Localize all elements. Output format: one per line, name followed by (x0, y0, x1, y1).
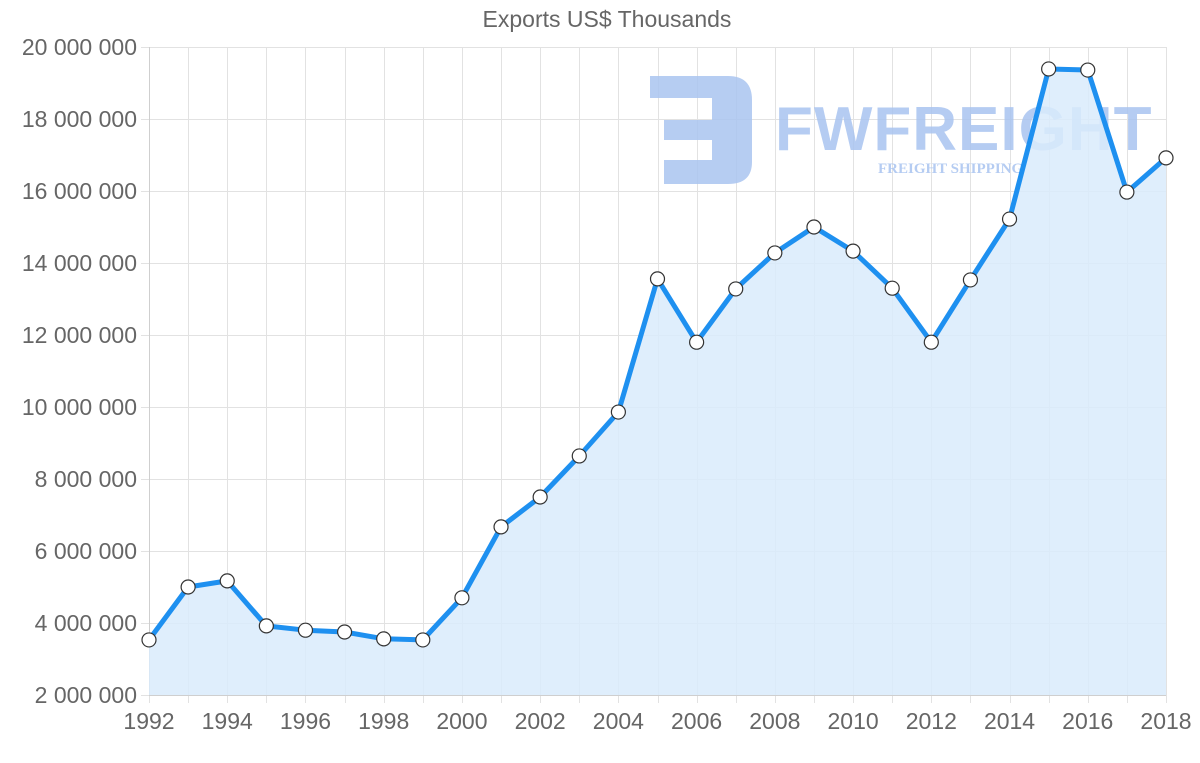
data-point-2004[interactable] (610, 404, 626, 420)
y-tick-label: 6 000 000 (35, 538, 137, 564)
data-point-2005[interactable] (649, 271, 666, 287)
data-points (141, 61, 1174, 648)
data-point-2000[interactable] (454, 590, 470, 606)
y-tick-label: 16 000 000 (22, 178, 137, 204)
data-point-2007[interactable] (728, 281, 744, 297)
x-tick-label: 2018 (1140, 708, 1191, 734)
data-point-2010[interactable] (845, 243, 861, 259)
data-point-2011[interactable] (884, 280, 900, 296)
data-point-2013[interactable] (962, 272, 979, 288)
data-point-1999[interactable] (415, 632, 431, 648)
x-tick-label: 2002 (515, 708, 566, 734)
data-point-1997[interactable] (336, 624, 353, 640)
y-tick-label: 10 000 000 (22, 394, 137, 420)
y-tick-label: 4 000 000 (35, 610, 137, 636)
y-tick-label: 12 000 000 (22, 322, 137, 348)
area-fill (149, 69, 1166, 695)
data-point-2017[interactable] (1119, 184, 1135, 200)
data-point-1993[interactable] (180, 579, 196, 595)
data-point-2006[interactable] (689, 334, 705, 350)
data-point-2002[interactable] (532, 489, 548, 505)
svg-text:FREIGHT SHIPPING: FREIGHT SHIPPING (878, 161, 1023, 177)
y-tick-label: 20 000 000 (22, 34, 137, 60)
data-point-2016[interactable] (1080, 62, 1096, 78)
data-point-2015[interactable] (1041, 61, 1057, 77)
x-tick-label: 2010 (827, 708, 878, 734)
data-point-1998[interactable] (376, 631, 392, 647)
data-point-1994[interactable] (219, 573, 235, 589)
data-point-2008[interactable] (767, 245, 783, 261)
y-tick-label: 8 000 000 (35, 466, 137, 492)
y-tick-label: 14 000 000 (22, 250, 137, 276)
data-point-2014[interactable] (1001, 211, 1018, 227)
data-point-1995[interactable] (258, 618, 274, 634)
data-point-2018[interactable] (1158, 150, 1174, 166)
x-tick-label: 2016 (1062, 708, 1113, 734)
y-axis-labels: 2 000 000 4 000 000 6 000 000 8 000 000 10 0… (22, 34, 137, 708)
x-tick-label: 2012 (906, 708, 957, 734)
chart-title: Exports US$ Thousands (482, 6, 732, 32)
x-axis-labels: 1992 1994 1996 1998 2000 2002 2004 2006 2008 2010… (123, 708, 1191, 734)
data-point-2009[interactable] (806, 219, 822, 235)
x-tick-label: 2000 (436, 708, 487, 734)
x-tick-label: 1992 (123, 708, 174, 734)
data-point-2003[interactable] (571, 448, 587, 464)
data-point-2012[interactable] (923, 334, 939, 350)
x-tick-label: 2004 (593, 708, 644, 734)
data-point-1996[interactable] (297, 622, 314, 638)
y-tick-label: 2 000 000 (35, 682, 137, 708)
x-tick-label: 1996 (280, 708, 331, 734)
data-point-2001[interactable] (493, 519, 509, 535)
x-tick-label: 2014 (984, 708, 1035, 734)
y-tick-label: 18 000 000 (22, 106, 137, 132)
x-tick-label: 2008 (749, 708, 800, 734)
data-point-1992[interactable] (141, 632, 157, 648)
x-tick-label: 1994 (202, 708, 253, 734)
x-tick-label: 2006 (671, 708, 722, 734)
x-tick-label: 1998 (358, 708, 409, 734)
